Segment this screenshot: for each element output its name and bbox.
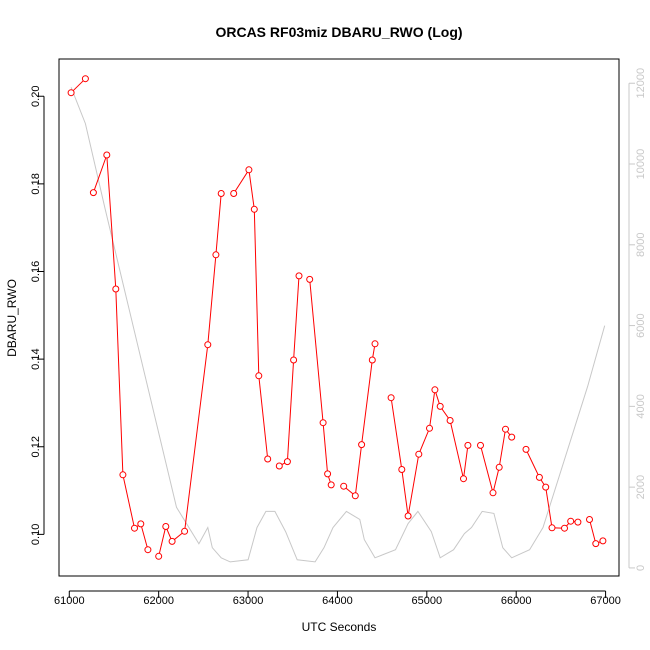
altitude-line <box>70 87 606 563</box>
data-point <box>567 517 575 525</box>
x-axis-label: UTC Seconds <box>302 620 377 634</box>
altitude-series <box>70 87 606 563</box>
data-point <box>131 524 138 532</box>
right-y-tick-label: 10000 <box>635 149 647 180</box>
data-point <box>103 151 111 159</box>
x-tick-label: 62000 <box>143 595 174 607</box>
data-point <box>522 445 530 453</box>
data-point <box>460 475 467 483</box>
data-point <box>477 441 484 449</box>
data-point <box>250 205 258 213</box>
x-tick-label: 65000 <box>412 595 443 607</box>
x-axis: 61000 62000 63000 64000 65000 66000 67000 <box>54 590 621 607</box>
data-point <box>295 272 303 280</box>
data-point <box>264 455 272 463</box>
chart-title: ORCAS RF03miz DBARU_RWO (Log) <box>215 24 462 40</box>
x-tick-label: 61000 <box>54 595 85 607</box>
data-point <box>230 190 238 197</box>
data-point <box>67 89 75 97</box>
data-point <box>351 492 359 500</box>
data-point <box>290 356 298 364</box>
right-y-tick-label: 12000 <box>635 68 647 99</box>
data-point <box>324 470 332 478</box>
data-point <box>548 524 556 532</box>
right-y-tick-label: 0 <box>635 565 647 571</box>
data-point <box>144 546 152 554</box>
data-point <box>398 466 406 473</box>
x-tick-label: 64000 <box>322 595 353 607</box>
series-line-segment <box>390 389 469 517</box>
y-tick-label: 0.12 <box>30 436 42 457</box>
right-y-axis: 0 2000 4000 6000 8000 10000 12000 <box>628 68 647 571</box>
data-point <box>119 471 127 479</box>
data-point <box>155 552 163 560</box>
data-point <box>319 419 327 427</box>
series-line-segment <box>343 343 376 497</box>
data-point <box>168 537 176 545</box>
y-axis: 0.10 0.12 0.14 0.16 0.18 0.20 <box>30 86 45 545</box>
data-point <box>489 489 497 497</box>
data-point <box>561 524 568 532</box>
data-point <box>574 518 582 526</box>
series-line-segment <box>480 427 513 493</box>
data-point <box>306 275 314 283</box>
data-point <box>217 190 225 197</box>
series-line-segment <box>279 275 300 467</box>
right-y-tick-label: 6000 <box>635 313 647 337</box>
data-point <box>387 394 395 402</box>
data-point <box>162 523 170 530</box>
data-point <box>204 341 212 349</box>
data-point <box>415 450 423 458</box>
data-point <box>535 473 543 481</box>
data-point <box>81 75 89 83</box>
data-point <box>358 441 366 449</box>
series-line-segment <box>158 193 222 557</box>
data-point <box>599 537 607 545</box>
data-point <box>181 527 189 535</box>
data-point <box>464 441 472 449</box>
data-point <box>245 166 253 174</box>
series-line-segment <box>309 279 332 486</box>
data-point <box>592 540 600 548</box>
data-point <box>137 520 145 528</box>
right-y-tick-label: 4000 <box>635 394 647 418</box>
x-tick-label: 66000 <box>501 595 532 607</box>
data-point <box>404 512 412 520</box>
data-point <box>371 340 379 348</box>
x-tick-label: 67000 <box>590 595 621 607</box>
data-point <box>275 462 283 470</box>
data-point <box>368 356 376 364</box>
series-line-segment <box>525 449 578 529</box>
right-y-tick-label: 8000 <box>635 233 647 257</box>
data-point <box>255 372 263 380</box>
data-point <box>340 482 348 490</box>
y-tick-label: 0.14 <box>30 348 42 369</box>
data-point <box>495 463 503 471</box>
data-point <box>446 417 454 424</box>
data-point <box>327 481 335 489</box>
data-point <box>502 425 509 433</box>
y-tick-label: 0.16 <box>30 261 42 282</box>
data-point <box>431 386 439 394</box>
data-point <box>542 483 550 491</box>
plot-frame <box>58 58 620 577</box>
right-y-tick-label: 2000 <box>635 475 647 499</box>
y-tick-label: 0.10 <box>30 524 42 545</box>
data-point <box>283 458 291 466</box>
y-axis-label: DBARU_RWO <box>5 279 19 357</box>
data-point <box>508 433 516 441</box>
data-point <box>436 402 444 410</box>
y-tick-label: 0.18 <box>30 173 42 194</box>
dbaru-rwo-series <box>67 75 607 560</box>
x-tick-label: 63000 <box>233 595 264 607</box>
data-point <box>112 285 120 293</box>
data-point <box>426 424 433 432</box>
series-line-segment <box>233 168 269 460</box>
data-point <box>586 516 593 523</box>
data-point <box>89 189 97 197</box>
y-tick-label: 0.20 <box>30 86 42 107</box>
data-point <box>212 251 220 259</box>
